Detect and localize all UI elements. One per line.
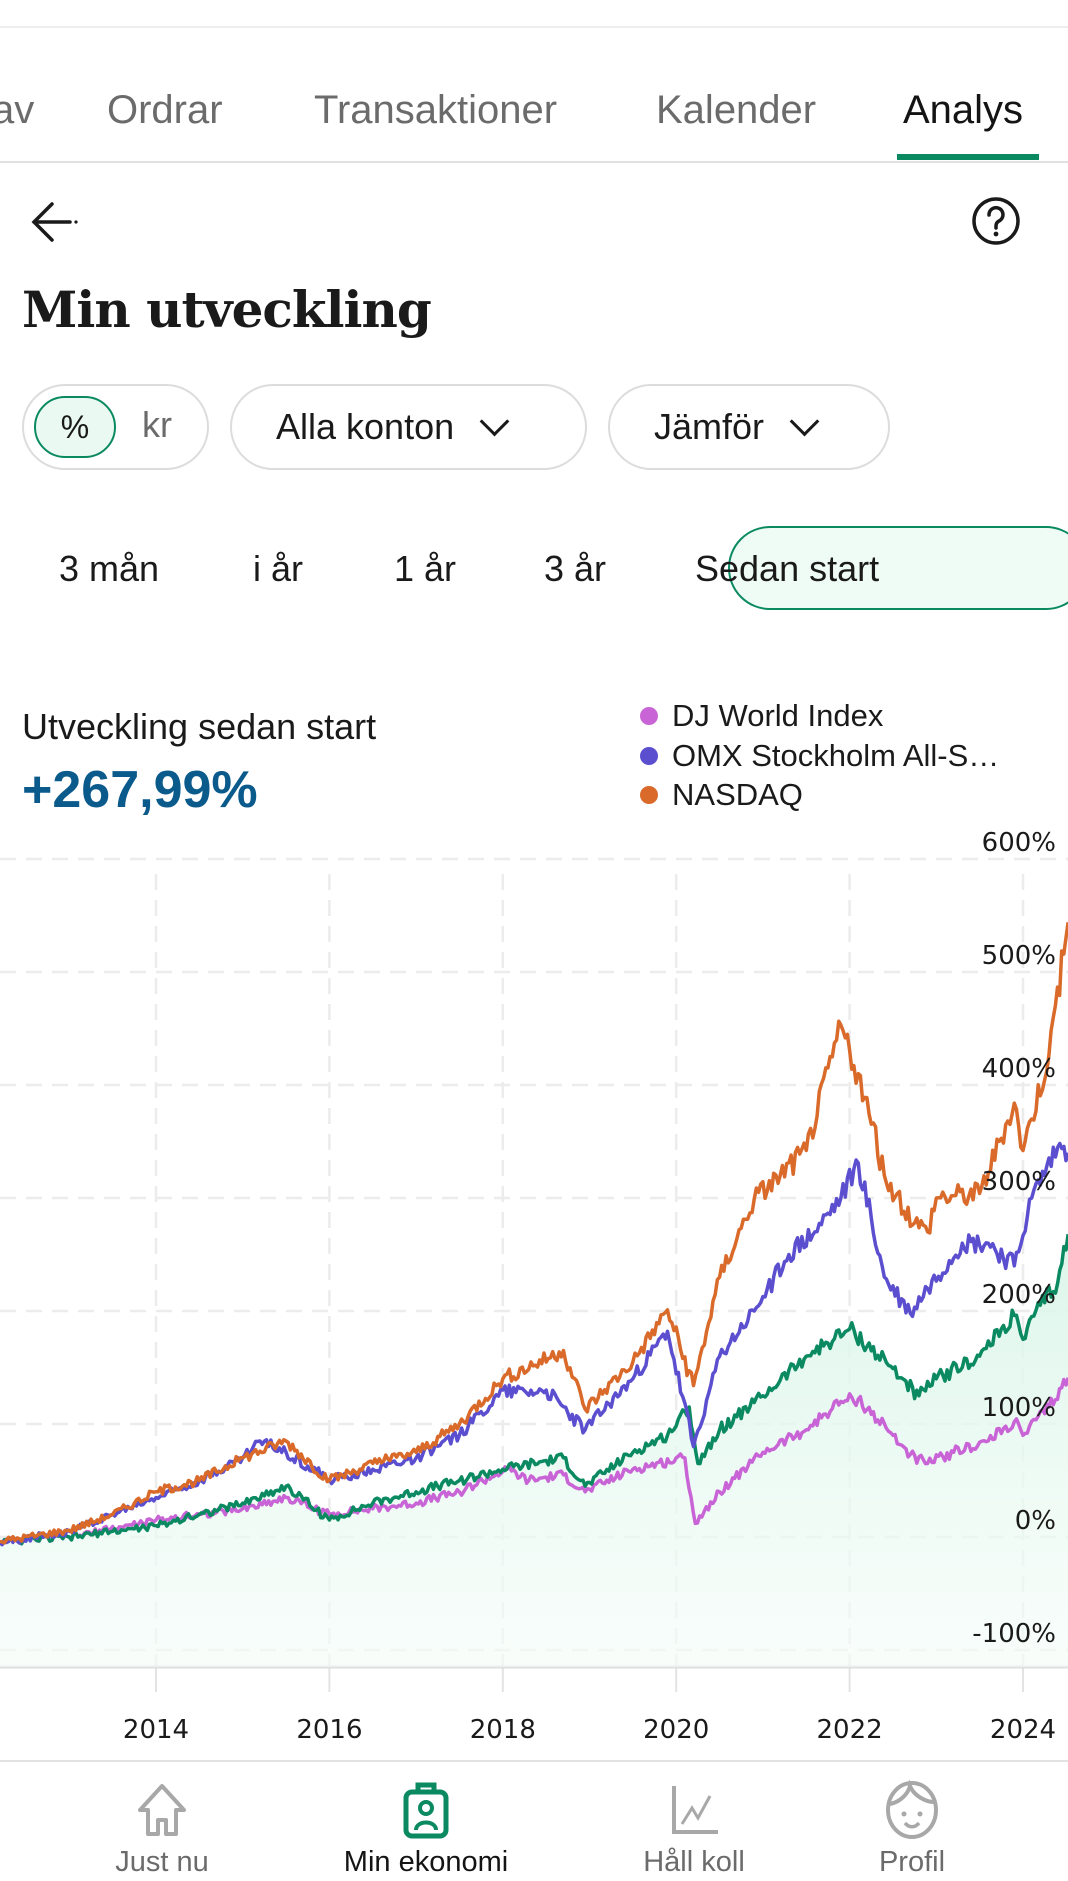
performance-label: Utveckling sedan start xyxy=(22,706,377,747)
period-3-ar[interactable]: 3 år xyxy=(544,548,607,589)
tab-ordrar[interactable]: Ordrar xyxy=(107,88,223,132)
chart-line-icon xyxy=(672,1786,718,1834)
compare-dropdown-label: Jämför xyxy=(654,406,765,447)
legend-label: DJ World Index xyxy=(672,698,884,733)
period-3-man[interactable]: 3 mån xyxy=(59,548,160,589)
tab-analys[interactable]: Analys xyxy=(903,88,1024,132)
period-i-ar[interactable]: i år xyxy=(253,548,304,589)
performance-value: +267,99% xyxy=(22,761,258,819)
help-circle-icon xyxy=(972,197,1020,245)
series-area-min-utveckling xyxy=(0,1234,1068,1667)
y-tick-label: 100% xyxy=(982,1393,1056,1423)
page-title: Min utveckling xyxy=(22,280,432,339)
period-selected-highlight xyxy=(728,526,1068,610)
help-button[interactable] xyxy=(970,195,1022,247)
y-tick-label: 0% xyxy=(1015,1506,1056,1536)
y-tick-label: 300% xyxy=(982,1167,1056,1197)
x-tick-label: 2014 xyxy=(123,1715,189,1745)
x-tick-label: 2022 xyxy=(817,1715,883,1745)
arrow-left-icon xyxy=(31,202,78,242)
wallet-person-icon xyxy=(403,1782,449,1839)
x-tick-label: 2016 xyxy=(296,1715,362,1745)
active-tab-indicator xyxy=(897,154,1039,160)
unit-toggle: % kr xyxy=(22,384,209,470)
x-tick-label: 2018 xyxy=(470,1715,536,1745)
performance-chart[interactable]: 600% 500% 400% 300% 200% 100% 0% -100% 2014 2016 2… xyxy=(0,0,1068,1760)
legend-dot xyxy=(640,747,658,765)
tab-transaktioner[interactable]: Transaktioner xyxy=(314,88,558,132)
x-tick-label: 2024 xyxy=(990,1715,1056,1745)
nav-label: Håll koll xyxy=(643,1846,745,1878)
legend-label: NASDAQ xyxy=(672,777,803,812)
nav-label: Just nu xyxy=(115,1846,209,1878)
face-icon xyxy=(886,1779,938,1839)
y-tick-label: 200% xyxy=(982,1280,1056,1310)
series-line-min-utveckling xyxy=(0,1233,1068,1546)
accounts-dropdown-label: Alla konton xyxy=(276,406,455,447)
compare-dropdown[interactable]: Jämför xyxy=(608,384,890,470)
tab-divider xyxy=(0,161,1068,163)
home-icon xyxy=(138,1784,186,1836)
x-tick-label: 2020 xyxy=(643,1715,709,1745)
nav-label: Profil xyxy=(878,1846,946,1878)
series-line-nasdaq xyxy=(0,922,1068,1545)
legend-dot xyxy=(640,786,658,804)
tab-oversikt[interactable]: av xyxy=(0,88,35,132)
bottom-nav-divider xyxy=(0,1760,1068,1762)
legend-omx[interactable]: OMX Stockholm All-S… xyxy=(640,738,999,774)
y-tick-label: 600% xyxy=(982,828,1056,858)
unit-percent-option[interactable]: % xyxy=(34,396,116,458)
y-tick-label: 500% xyxy=(982,941,1056,971)
period-sedan-start[interactable]: Sedan start xyxy=(695,548,880,589)
tab-kalender[interactable]: Kalender xyxy=(656,88,817,132)
status-divider xyxy=(0,26,1068,28)
legend-dj-world[interactable]: DJ World Index xyxy=(640,698,883,734)
y-tick-label: -100% xyxy=(972,1619,1056,1649)
legend-label: OMX Stockholm All-S… xyxy=(672,738,1000,773)
unit-kr-option[interactable]: kr xyxy=(142,404,172,445)
nav-label: Min ekonomi xyxy=(343,1846,509,1878)
y-tick-label: 400% xyxy=(982,1054,1056,1084)
legend-nasdaq[interactable]: NASDAQ xyxy=(640,777,803,813)
legend-dot xyxy=(640,707,658,725)
period-1-ar[interactable]: 1 år xyxy=(394,548,457,589)
accounts-dropdown[interactable]: Alla konton xyxy=(230,384,587,470)
back-button[interactable] xyxy=(30,200,80,244)
